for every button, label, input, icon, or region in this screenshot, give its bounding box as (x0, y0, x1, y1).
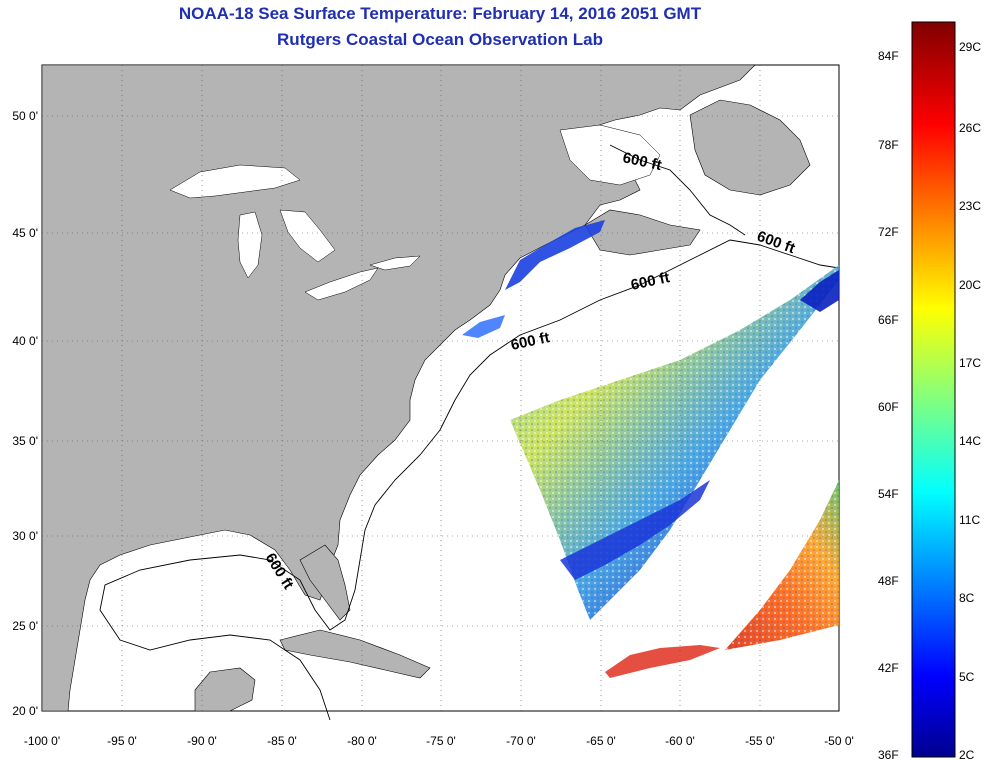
lon-label: -95 0' (107, 734, 137, 748)
lon-label: -75 0' (426, 734, 456, 748)
lat-label: 35 0' (12, 434, 38, 448)
lon-label: -100 0' (23, 734, 61, 748)
colorbar-f-label: 54F (878, 487, 899, 501)
colorbar-c-label: 20C (959, 278, 982, 292)
sst-swath-south-texture (725, 480, 839, 650)
cuba (279, 629, 431, 679)
lon-label: -55 0' (745, 734, 775, 748)
map-subtitle: Rutgers Coastal Ocean Observation Lab (277, 30, 603, 49)
colorbar-c-label: 26C (959, 121, 982, 135)
newfoundland (689, 99, 811, 196)
colorbar-f-label: 84F (878, 49, 899, 63)
lat-label: 45 0' (12, 226, 38, 240)
lon-label: -80 0' (347, 734, 377, 748)
sst-tail-strip (605, 645, 720, 678)
yucatan (194, 667, 256, 712)
lon-label: -65 0' (586, 734, 616, 748)
lat-label: 50 0' (12, 109, 38, 123)
colorbar-c-label: 17C (959, 356, 982, 370)
sst-coastal-cold-strip2 (462, 315, 505, 338)
sst-coastal-cold-strip (505, 220, 605, 290)
colorbar-f-label: 72F (878, 225, 899, 239)
lon-label: -60 0' (665, 734, 695, 748)
colorbar-f-label: 60F (878, 400, 899, 414)
florida (299, 544, 351, 621)
lake-huron (279, 209, 336, 263)
lake-michigan (237, 211, 263, 279)
colorbar-c-label: 2C (959, 748, 975, 762)
sst-swath-main-texture (510, 265, 839, 620)
depth-contour-600ft-gulf (609, 144, 746, 236)
colorbar-c-label: 29C (959, 40, 982, 54)
lat-label: 25 0' (12, 619, 38, 633)
lon-label: -50 0' (824, 734, 854, 748)
colorbar-c-label: 5C (959, 670, 975, 684)
colorbar-c-label: 23C (959, 199, 982, 213)
colorbar-c-label: 11C (959, 513, 981, 527)
lon-label: -90 0' (187, 734, 217, 748)
map-title: NOAA-18 Sea Surface Temperature: Februar… (178, 4, 702, 23)
sst-swath-cold-band (560, 480, 710, 580)
depth-contour-600ft (99, 239, 840, 721)
colorbar-c-label: 8C (959, 591, 975, 605)
lake-superior (169, 164, 301, 199)
lat-label: 30 0' (12, 529, 38, 543)
colorbar-f-label: 36F (878, 748, 899, 762)
colorbar-f-label: 42F (878, 661, 899, 675)
gulf-st-lawrence (559, 124, 661, 186)
lake-erie (304, 267, 379, 301)
sst-offshore-cold-patch (800, 270, 839, 312)
colorbar-c-label: 14C (959, 434, 982, 448)
lon-label: -70 0' (506, 734, 536, 748)
colorbar-f-label: 78F (878, 138, 899, 152)
lat-label: 20 0' (12, 704, 38, 718)
lat-label: 40 0' (12, 334, 38, 348)
nova-scotia (584, 209, 701, 256)
temperature-colorbar (911, 21, 956, 758)
lon-label: -85 0' (267, 734, 297, 748)
colorbar-f-label: 66F (878, 313, 899, 327)
colorbar-f-label: 48F (878, 574, 899, 588)
lake-ontario (369, 255, 421, 271)
